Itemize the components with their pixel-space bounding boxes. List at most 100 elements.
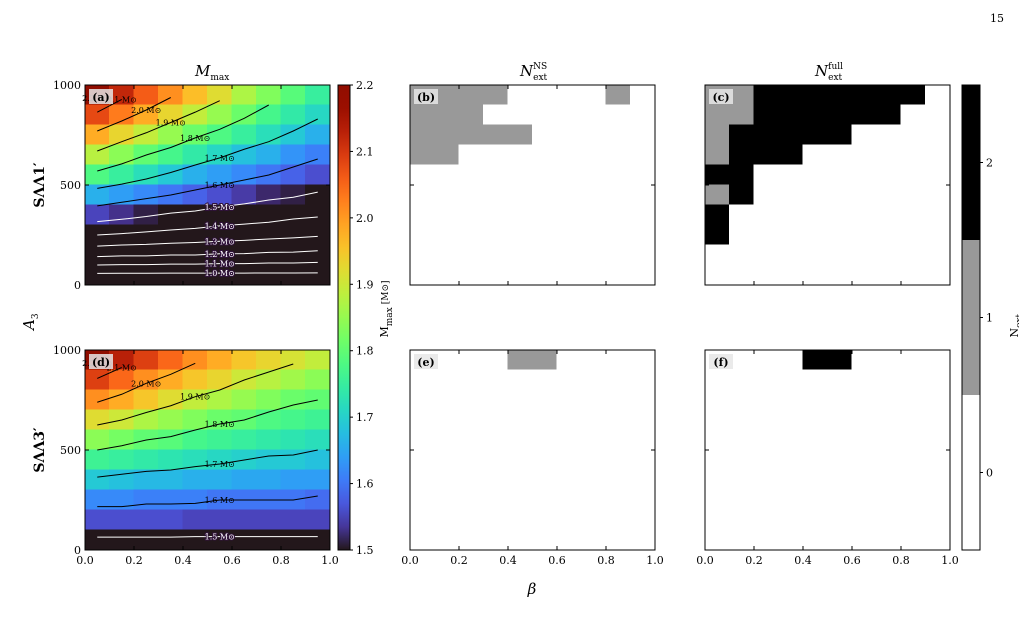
- x-tick-label: 0.0: [401, 554, 419, 567]
- heat-cell: [133, 84, 159, 106]
- colorbar-label-unit: [M⊙]: [381, 280, 391, 304]
- x-tick-label: 0.4: [174, 554, 192, 567]
- heat-cell: [434, 184, 460, 206]
- heat-cell: [207, 389, 233, 411]
- heat-cell: [753, 389, 779, 411]
- contour-label: 1.8 M⊙: [205, 420, 235, 429]
- heat-cell: [507, 144, 533, 166]
- heat-cell: [231, 389, 257, 411]
- colorbar-block: [962, 395, 980, 550]
- heat-cell: [532, 164, 558, 186]
- heat-cell: [729, 489, 755, 511]
- heat-cell: [876, 224, 902, 246]
- heat-cell: [581, 164, 607, 186]
- heat-cell: [778, 244, 804, 266]
- heat-cell: [532, 124, 558, 146]
- heat-cell: [256, 509, 282, 531]
- heat-cell: [704, 429, 730, 451]
- heat-cell: [581, 124, 607, 146]
- heat-cell: [827, 449, 853, 471]
- heat-cell: [507, 389, 533, 411]
- heat-cell: [605, 529, 631, 551]
- heat-cell: [925, 429, 951, 451]
- heat-cell: [581, 184, 607, 206]
- heat-cell: [556, 389, 582, 411]
- heat-cell: [207, 349, 233, 371]
- heat-cell: [605, 489, 631, 511]
- heat-cell: [925, 124, 951, 146]
- column-title: NextNS: [519, 62, 548, 83]
- heat-cell: [409, 409, 435, 431]
- heat-cell: [434, 104, 460, 126]
- heat-cell: [753, 144, 779, 166]
- y-tick-label: 500: [60, 444, 81, 457]
- colorbar-tick-label: 0: [986, 467, 993, 480]
- heat-cell: [753, 489, 779, 511]
- heat-cell: [483, 509, 509, 531]
- colorbar-block: [962, 85, 980, 240]
- heat-cell: [827, 244, 853, 266]
- heat-cell: [900, 204, 926, 226]
- heat-cell: [231, 84, 257, 106]
- heat-cell: [753, 529, 779, 551]
- heat-cell: [458, 124, 484, 146]
- y-tick-label: 500: [60, 179, 81, 192]
- heat-cell: [305, 184, 331, 206]
- colorbar-tick-label: 2.2: [356, 79, 374, 92]
- heat-cell: [581, 264, 607, 286]
- heat-cell: [802, 204, 828, 226]
- heat-cell: [532, 264, 558, 286]
- heat-cell: [630, 509, 656, 531]
- heat-cell: [925, 144, 951, 166]
- heat-cell: [851, 264, 877, 286]
- heat-cell: [802, 84, 828, 106]
- x-tick-label: 0.8: [892, 554, 910, 567]
- heat-cell: [827, 469, 853, 491]
- heat-cell: [851, 389, 877, 411]
- contour-line: [97, 104, 269, 172]
- heat-cell: [507, 469, 533, 491]
- heat-cell: [532, 469, 558, 491]
- heat-cell: [458, 509, 484, 531]
- heat-cell: [605, 184, 631, 206]
- y-tick-label: 1000: [53, 79, 81, 92]
- heat-cell: [900, 244, 926, 266]
- contour-line: [97, 191, 318, 223]
- heat-cell: [581, 529, 607, 551]
- page-number: 15: [990, 12, 1004, 25]
- x-tick-label: 0.4: [499, 554, 517, 567]
- heat-cell: [84, 509, 110, 531]
- heat-cell: [827, 429, 853, 451]
- heat-cell: [507, 449, 533, 471]
- heat-cell: [280, 409, 306, 431]
- heat-cell: [556, 469, 582, 491]
- heat-cell: [729, 144, 755, 166]
- heat-cell: [133, 489, 159, 511]
- contour-line: [97, 99, 122, 113]
- heat-cell: [280, 204, 306, 226]
- heat-cell: [925, 509, 951, 531]
- heat-cell: [109, 509, 135, 531]
- heat-cell: [231, 144, 257, 166]
- heat-cell: [133, 469, 159, 491]
- heat-cell: [207, 509, 233, 531]
- contour-label: 2.1 M⊙: [107, 95, 137, 104]
- heat-cell: [900, 469, 926, 491]
- heat-cell: [182, 369, 208, 391]
- heat-cell: [483, 469, 509, 491]
- heat-cell: [231, 204, 257, 226]
- heat-cell: [925, 164, 951, 186]
- heat-cell: [630, 349, 656, 371]
- heat-cell: [409, 469, 435, 491]
- panel-label: (a): [92, 91, 110, 104]
- heat-cell: [778, 104, 804, 126]
- heat-cell: [605, 144, 631, 166]
- heat-cell: [532, 409, 558, 431]
- heat-cell: [704, 369, 730, 391]
- heat-cell: [409, 449, 435, 471]
- heat-cell: [630, 244, 656, 266]
- heat-cell: [630, 264, 656, 286]
- heat-cell: [231, 184, 257, 206]
- contour-label: 1.9 M⊙: [180, 393, 210, 402]
- heat-cell: [305, 104, 331, 126]
